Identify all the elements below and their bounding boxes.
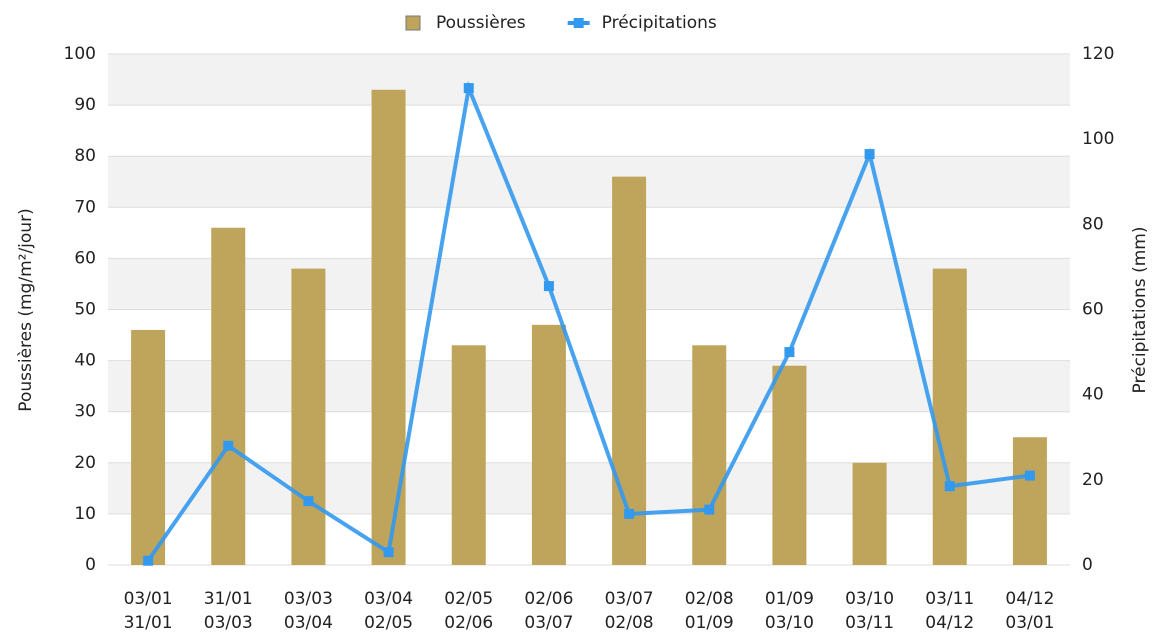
bar — [932, 268, 967, 565]
bar — [772, 365, 807, 565]
y2-tick-label: 40 — [1082, 385, 1104, 405]
x-tick-label: 02/06 — [524, 589, 573, 609]
y-tick-label: 60 — [74, 248, 96, 268]
bar — [131, 329, 166, 565]
line — [146, 80, 1031, 562]
y-axis-label: Poussières (mg/m²/jour) — [16, 208, 36, 411]
y2-tick-label: 120 — [1082, 44, 1114, 64]
y-tick-label: 50 — [74, 300, 96, 320]
plot-band — [108, 156, 1070, 208]
plot-band — [108, 258, 1070, 310]
y-tick-label: 100 — [64, 44, 96, 64]
x-tick-label: 01/09 — [765, 589, 814, 609]
plot-band — [108, 54, 1070, 106]
line-marker — [303, 496, 314, 507]
bar — [531, 324, 566, 565]
y-tick-label: 0 — [85, 555, 96, 575]
x-tick-label: 02/06 — [444, 613, 493, 633]
x-tick-label: 03/10 — [845, 589, 894, 609]
x-tick-label: 03/04 — [364, 589, 413, 609]
line-marker — [624, 508, 635, 519]
x-tick-label: 04/12 — [925, 613, 974, 633]
line-marker — [704, 504, 715, 515]
y2-tick-label: 20 — [1082, 470, 1104, 490]
line-marker — [143, 555, 154, 566]
bar — [852, 462, 887, 565]
x-tick-label: 02/08 — [685, 589, 734, 609]
line-marker — [944, 481, 955, 492]
bar — [692, 345, 727, 565]
x-tick-label: 03/03 — [284, 589, 333, 609]
x-tick-label: 03/07 — [524, 613, 573, 633]
x-tick-label: 02/08 — [605, 613, 654, 633]
line-marker — [383, 547, 394, 558]
line-marker — [784, 347, 795, 358]
line-marker — [463, 83, 474, 94]
y-tick-label: 20 — [74, 453, 96, 473]
bar — [1012, 437, 1047, 565]
x-tick-label: 04/12 — [1005, 589, 1054, 609]
line-marker — [864, 149, 875, 160]
x-tick-label: 03/01 — [124, 589, 173, 609]
bar — [612, 176, 647, 565]
x-tick-label: 03/11 — [925, 589, 974, 609]
y-tick-label: 30 — [74, 402, 96, 422]
y-tick-label: 90 — [74, 95, 96, 115]
y-tick-label: 10 — [74, 504, 96, 524]
legend-swatch — [405, 15, 421, 31]
y2-tick-label: 60 — [1082, 300, 1104, 320]
line-marker — [223, 440, 234, 451]
line-marker — [1024, 470, 1035, 481]
line-marker — [543, 281, 554, 292]
y2-tick-label: 100 — [1082, 129, 1114, 149]
bar — [451, 345, 486, 565]
x-tick-label: 03/11 — [845, 613, 894, 633]
x-tick-label: 03/07 — [605, 589, 654, 609]
x-tick-label: 03/04 — [284, 613, 333, 633]
bar — [211, 227, 246, 566]
legend-swatch — [573, 18, 584, 28]
plot-band — [108, 462, 1070, 514]
y-tick-label: 70 — [74, 197, 96, 217]
x-tick-label: 03/01 — [1005, 613, 1054, 633]
y-tick-label: 40 — [74, 351, 96, 371]
legend-label: Précipitations — [602, 13, 717, 33]
y-tick-label: 80 — [74, 146, 96, 166]
legend-label: Poussières — [436, 13, 526, 33]
bar — [291, 268, 326, 565]
x-tick-label: 01/09 — [685, 613, 734, 633]
x-tick-label: 02/05 — [444, 589, 493, 609]
x-tick-label: 31/01 — [124, 613, 173, 633]
y2-tick-label: 0 — [1082, 555, 1093, 575]
x-tick-label: 02/05 — [364, 613, 413, 633]
x-tick-label: 03/03 — [204, 613, 253, 633]
y2-tick-label: 80 — [1082, 214, 1104, 234]
x-tick-label: 03/10 — [765, 613, 814, 633]
y2-axis-label: Précipitations (mm) — [1130, 227, 1150, 394]
x-tick-label: 31/01 — [204, 589, 253, 609]
